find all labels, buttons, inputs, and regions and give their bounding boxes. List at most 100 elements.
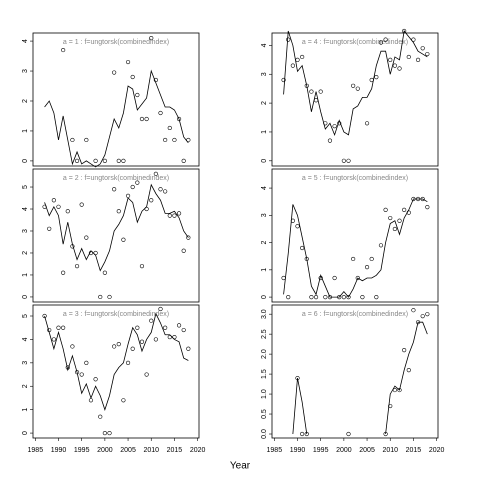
point xyxy=(158,187,163,192)
point xyxy=(402,28,407,34)
point xyxy=(332,275,337,281)
x-tick-label: 1990 xyxy=(290,447,306,454)
point xyxy=(374,294,379,300)
y-tick-label: 1.5 xyxy=(261,369,268,379)
y-tick-label: 2.5 xyxy=(261,329,268,339)
point xyxy=(309,294,314,300)
point xyxy=(61,270,66,275)
point xyxy=(406,368,411,373)
point xyxy=(47,327,52,333)
point xyxy=(79,202,84,207)
point xyxy=(42,204,47,209)
point xyxy=(388,57,393,62)
point xyxy=(116,342,121,347)
point xyxy=(313,294,319,300)
y-tick-label: 2 xyxy=(22,251,29,255)
point xyxy=(181,158,186,164)
point xyxy=(167,125,172,131)
point xyxy=(425,205,430,210)
point xyxy=(304,431,309,437)
fit-line xyxy=(44,69,189,168)
point xyxy=(84,235,89,240)
point xyxy=(290,63,295,68)
point xyxy=(158,110,163,116)
point xyxy=(364,121,370,126)
point xyxy=(163,137,168,143)
y-tick-label: 3 xyxy=(22,361,29,365)
x-tick-label: 2005 xyxy=(120,447,136,454)
fit-line xyxy=(283,30,428,137)
point xyxy=(65,365,70,370)
point xyxy=(364,265,370,270)
point xyxy=(327,294,333,300)
point xyxy=(295,375,300,381)
point xyxy=(415,57,421,62)
point xyxy=(346,431,351,437)
x-tick-label: 2015 xyxy=(167,447,183,454)
point xyxy=(167,213,172,218)
point xyxy=(130,74,135,80)
point xyxy=(84,137,89,143)
point xyxy=(172,213,177,218)
point xyxy=(79,372,84,377)
point xyxy=(186,346,191,351)
panel-title: a = 4 : f=ungtorsk(combinedindex) xyxy=(302,39,408,46)
fit-line xyxy=(292,321,428,435)
point xyxy=(281,275,286,281)
point xyxy=(290,218,295,223)
x-tick-label: 2015 xyxy=(406,447,422,454)
point xyxy=(392,226,397,232)
point xyxy=(397,66,402,71)
fit-line xyxy=(283,198,428,298)
y-tick-label: 3.0 xyxy=(261,309,268,319)
y-tick-label: 1 xyxy=(22,273,29,277)
y-tick-label: 1 xyxy=(22,408,29,412)
point xyxy=(149,198,154,203)
point xyxy=(337,294,342,300)
point xyxy=(388,215,393,221)
point xyxy=(125,59,131,65)
y-tick-label: 0 xyxy=(261,159,268,163)
point xyxy=(153,171,158,176)
point xyxy=(135,325,140,330)
point xyxy=(116,209,121,214)
point xyxy=(135,180,140,185)
point xyxy=(153,337,158,342)
point xyxy=(415,320,421,325)
panel-frame xyxy=(271,168,439,303)
point xyxy=(388,403,393,409)
point xyxy=(112,187,117,192)
point xyxy=(181,327,186,333)
point xyxy=(295,224,300,229)
point xyxy=(47,226,52,231)
point xyxy=(420,196,425,202)
point xyxy=(392,387,397,393)
point xyxy=(98,294,103,300)
point xyxy=(144,116,149,122)
point xyxy=(425,51,430,57)
point xyxy=(397,387,402,393)
point xyxy=(369,77,374,83)
y-tick-label: 0.5 xyxy=(261,409,268,419)
point xyxy=(176,211,182,216)
x-tick-label: 2010 xyxy=(382,447,398,454)
y-tick-label: 3 xyxy=(261,72,268,76)
point xyxy=(402,207,407,212)
x-tick-label: 2020 xyxy=(190,447,206,454)
point xyxy=(139,116,145,122)
y-tick-label: 4 xyxy=(22,337,29,341)
point xyxy=(61,325,66,330)
point xyxy=(74,370,80,375)
point xyxy=(346,158,351,163)
point xyxy=(392,63,397,68)
point xyxy=(318,89,323,94)
point xyxy=(360,294,365,300)
x-tick-label: 2010 xyxy=(143,447,159,454)
y-tick-label: 1 xyxy=(261,130,268,134)
point xyxy=(383,37,388,42)
y-tick-label: 2 xyxy=(22,384,29,388)
point xyxy=(176,323,182,328)
point xyxy=(153,77,158,83)
point xyxy=(56,325,61,330)
